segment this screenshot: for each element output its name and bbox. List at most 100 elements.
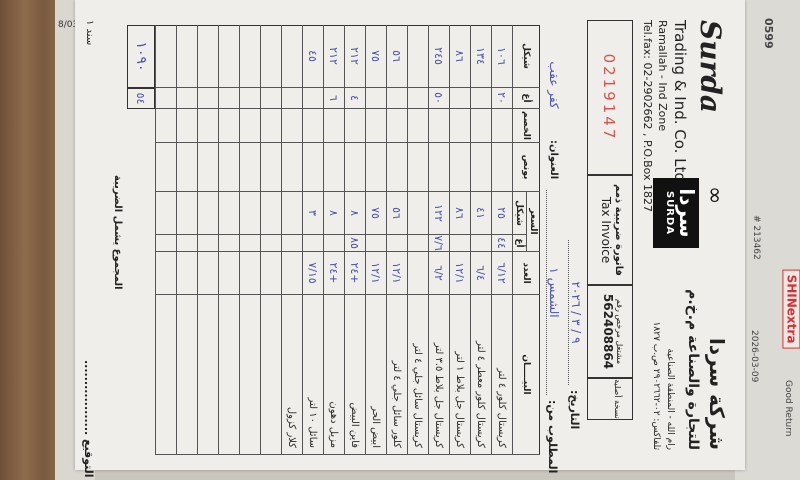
copy-label: نسخة أصلية xyxy=(587,378,633,420)
row-4-description: كريستال جل بلاط ٣.٥ لتر xyxy=(428,295,449,455)
row-16-bonus xyxy=(176,143,197,192)
wooden-table-surface xyxy=(0,0,62,480)
row-11-price-shekel xyxy=(281,192,302,235)
row-17-price-agora xyxy=(155,235,176,252)
row-15-bonus xyxy=(197,143,218,192)
address-en: Ramallah - Ind Zone xyxy=(656,20,669,132)
invoice-number: 0219147 xyxy=(600,53,618,142)
row-4-total-agora: ٥٠ xyxy=(428,88,449,109)
row-14-price-agora xyxy=(218,235,239,252)
row-7-description: ابيض الحر xyxy=(365,295,386,455)
row-8-discount xyxy=(344,109,365,143)
row-12-quantity xyxy=(260,252,281,295)
row-16-price-shekel xyxy=(176,192,197,235)
background-ref: # 213462 xyxy=(751,215,761,260)
background-date: 2026-03-09 xyxy=(749,330,759,383)
row-3-price-agora xyxy=(449,235,470,252)
row-10-description: سائل ١٠ لتر xyxy=(302,295,323,455)
row-11-bonus xyxy=(281,143,302,192)
row-14-total-agora xyxy=(218,88,239,109)
row-12-discount xyxy=(260,109,281,143)
total-label: المجموع يشمل الضريبة xyxy=(112,175,123,290)
row-9-bonus xyxy=(323,143,344,192)
row-13-total-agora xyxy=(239,88,260,109)
column-header-discount: الخصم xyxy=(512,109,540,143)
invoice-type-en: Tax Invoice xyxy=(599,196,613,264)
row-15-discount xyxy=(197,109,218,143)
row-6-quantity: ١٢/١ xyxy=(386,252,407,295)
company-sub-ar: للتجارة والصناعة م.خ.م xyxy=(685,289,701,450)
column-header-price-agora: أغ xyxy=(512,235,526,252)
row-1-total-agora: ٢٠ xyxy=(491,88,512,109)
license-box: مشتغل مرخص رقم 562408864 xyxy=(587,285,633,378)
logo-text-en: SURDA xyxy=(664,190,675,236)
row-2-description: كريستال كلور معطر ٤ لتر xyxy=(470,295,491,455)
row-1-price-agora: ٤٤ xyxy=(491,235,512,252)
row-14-total-shekel xyxy=(218,25,239,88)
row-17-discount xyxy=(155,109,176,143)
row-4-total-shekel: ٢٤٥ xyxy=(428,25,449,88)
row-3-total-agora xyxy=(449,88,470,109)
row-17-quantity xyxy=(155,252,176,295)
row-4-bonus xyxy=(428,143,449,192)
row-7-bonus xyxy=(365,143,386,192)
row-10-total-shekel: ٤٥ xyxy=(302,25,323,88)
row-3-bonus xyxy=(449,143,470,192)
row-1-total-shekel: ١٠٦ xyxy=(491,25,512,88)
grand-total: ١٠٩٠ xyxy=(127,25,155,88)
row-5-total-shekel xyxy=(407,25,428,88)
row-2-price-shekel: ٤١ xyxy=(470,192,491,235)
row-6-price-agora xyxy=(386,235,407,252)
address-ar: رام الله - المنطقة الصناعية xyxy=(665,348,675,451)
row-8-total-shekel: ٢١٢ xyxy=(344,25,365,88)
column-header-quantity: العدد xyxy=(512,252,540,295)
brand-name-en: Surda xyxy=(694,20,727,114)
row-12-price-agora xyxy=(260,235,281,252)
row-16-total-agora xyxy=(176,88,197,109)
row-3-description: كريستال جل بلاط ١ لتر xyxy=(449,295,470,455)
row-1-quantity: ٦/١٢ xyxy=(491,252,512,295)
row-6-discount xyxy=(386,109,407,143)
row-9-discount xyxy=(323,109,344,143)
column-header-price-shekel: شيكل xyxy=(512,192,526,235)
row-14-description xyxy=(218,295,239,455)
row-11-discount xyxy=(281,109,302,143)
row-3-quantity: ١٢/١ xyxy=(449,252,470,295)
signature-label: التوقيع .................. xyxy=(82,360,95,478)
invoice-number-box: 0219147 xyxy=(587,20,633,175)
row-9-price-shekel: ٨ xyxy=(323,192,344,235)
row-9-description: مزيل دهون xyxy=(323,295,344,455)
row-8-quantity: ٢٤+ xyxy=(344,252,365,295)
row-3-discount xyxy=(449,109,470,143)
row-8-description: فاين البيض xyxy=(344,295,365,455)
row-16-description xyxy=(176,295,197,455)
row-13-quantity xyxy=(239,252,260,295)
address-label: العنوان: xyxy=(548,140,559,180)
license-number: 562408864 xyxy=(601,293,615,370)
column-header-description: البيـــــان xyxy=(512,295,540,455)
row-5-total-agora xyxy=(407,88,428,109)
row-14-price-shekel xyxy=(218,192,239,235)
background-paper-right: 0599 2026-03-09 Good Return # 213462 xyxy=(735,0,800,480)
row-6-total-agora xyxy=(386,88,407,109)
row-4-discount xyxy=(428,109,449,143)
background-label: Good Return xyxy=(783,380,793,437)
row-14-discount xyxy=(218,109,239,143)
row-12-total-shekel xyxy=(260,25,281,88)
row-9-price-agora xyxy=(323,235,344,252)
row-10-price-shekel: ٣ xyxy=(302,192,323,235)
row-15-price-shekel xyxy=(197,192,218,235)
logo-swirl-icon: ∞ xyxy=(702,186,727,205)
row-7-quantity: ١٢/١ xyxy=(365,252,386,295)
row-2-total-agora xyxy=(470,88,491,109)
row-12-price-shekel xyxy=(260,192,281,235)
row-15-quantity xyxy=(197,252,218,295)
row-10-quantity: ٧/١٥ xyxy=(302,252,323,295)
row-7-price-shekel: ٧٥ xyxy=(365,192,386,235)
row-4-price-shekel: ١٢٢ xyxy=(428,192,449,235)
row-5-quantity xyxy=(407,252,428,295)
row-5-description: كريستال سائل جلي ٤ لتر xyxy=(407,295,428,455)
row-10-price-agora xyxy=(302,235,323,252)
license-label: مشتغل مرخص رقم xyxy=(615,298,624,365)
row-13-description xyxy=(239,295,260,455)
